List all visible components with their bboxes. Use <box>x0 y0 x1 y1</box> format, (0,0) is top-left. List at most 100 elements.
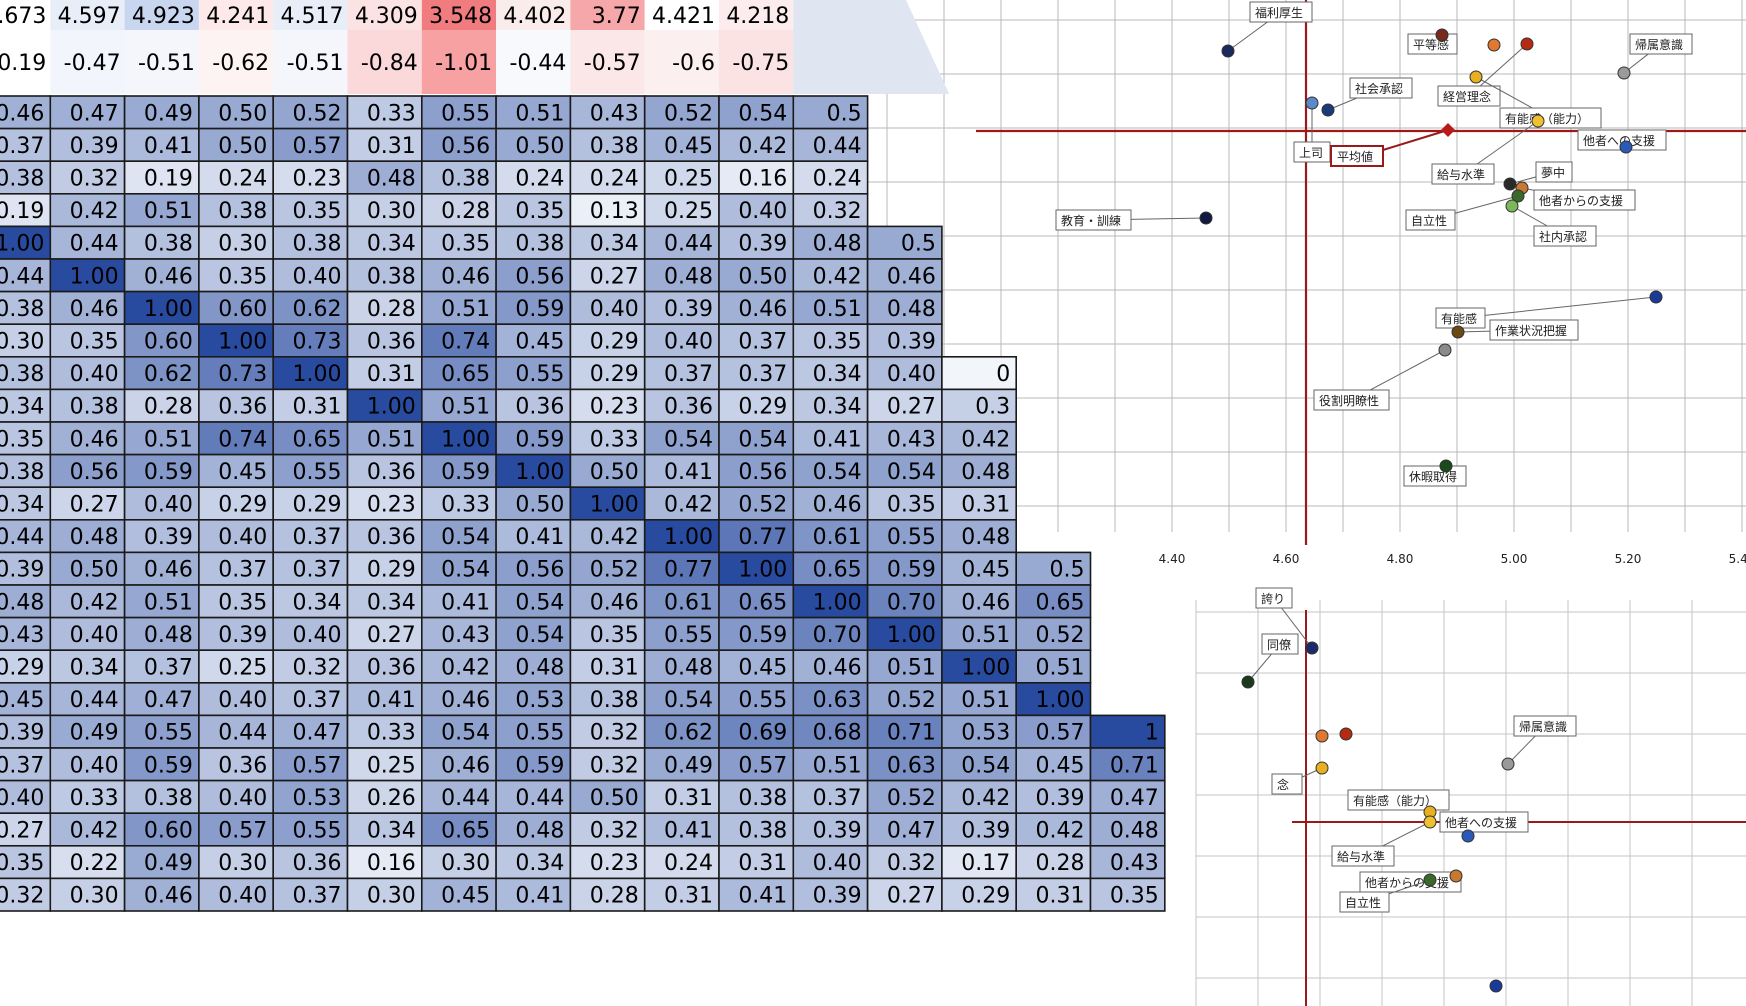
heatmap-cell-value: 0.46 <box>70 427 119 452</box>
heatmap-cell-value: 1.00 <box>738 558 787 583</box>
heatmap-cell <box>718 844 795 880</box>
heatmap-cell-value: 0.54 <box>515 623 564 648</box>
heatmap-cell-value: 0.48 <box>813 232 862 257</box>
heatmap-cell-value: 0.44 <box>0 525 44 550</box>
heatmap-cell-value: 0.49 <box>70 721 119 746</box>
heatmap-cell-value: 0.44 <box>813 134 862 159</box>
heatmap-cell-value: 0.45 <box>0 688 44 713</box>
heatmap-cell <box>123 844 200 880</box>
heatmap-cell-value: 0.54 <box>441 558 490 583</box>
heatmap-cell-value: 0.33 <box>367 721 416 746</box>
heatmap-cell <box>866 714 943 749</box>
heatmap-cell <box>123 323 200 358</box>
heatmap-cell-value: 0.38 <box>441 167 490 192</box>
heatmap-cell-value: 0.40 <box>293 623 342 648</box>
heatmap-cell-value: 0.41 <box>441 590 490 615</box>
heatmap-cell-value: 0.29 <box>590 330 639 355</box>
heatmap-cell-value: 0.49 <box>144 851 193 876</box>
point-label-box <box>1055 209 1132 231</box>
heatmap-cell-value: 0.48 <box>1110 819 1159 844</box>
heatmap-cell-value: 0.29 <box>961 884 1010 909</box>
heatmap-cell-value: 0.48 <box>0 590 44 615</box>
heatmap-cell <box>420 453 497 489</box>
point-label: 帰属意識 <box>1519 719 1567 734</box>
heatmap-cell-value: 0.3 <box>975 395 1010 420</box>
heatmap-cell-value: 0.30 <box>0 330 44 355</box>
point-label: 帰属意識 <box>1635 37 1683 52</box>
heatmap-cell-value: 0.47 <box>293 721 342 746</box>
heatmap-cell <box>792 388 869 423</box>
heatmap-cell-value: 0.54 <box>664 427 713 452</box>
mean-row-cell <box>570 0 645 30</box>
heatmap-cell <box>1015 681 1092 717</box>
point-label-box <box>1499 107 1602 129</box>
heatmap-cell <box>420 225 497 260</box>
heatmap-cell-value: 0.55 <box>293 460 342 485</box>
heatmap-cell-value: 0.40 <box>70 362 119 387</box>
skew-row-cell <box>198 30 274 94</box>
heatmap-cell-value: 0.54 <box>961 753 1010 778</box>
skew-row-cell-label: -0.44 <box>509 51 566 76</box>
heatmap-cell <box>198 551 274 586</box>
heatmap-cell-value: 0.59 <box>144 460 193 485</box>
heatmap-cell-value: 0.47 <box>1110 786 1159 811</box>
heatmap-cell-value: 0.46 <box>144 264 193 289</box>
heatmap-cell-value: 0.38 <box>0 460 44 485</box>
heatmap-cell <box>1089 779 1166 814</box>
point-label: 社会承認 <box>1355 81 1403 96</box>
heatmap-cell-value: 0.35 <box>441 232 490 257</box>
heatmap-cell <box>123 95 200 130</box>
heatmap-cell-value: 0.51 <box>441 395 490 420</box>
heatmap-cell-value: 1.00 <box>293 362 342 387</box>
heatmap-cell-value: 0.23 <box>590 851 639 876</box>
heatmap-cell <box>569 486 646 521</box>
heatmap-cell <box>272 518 349 554</box>
heatmap-cell-value: 0.52 <box>887 688 936 713</box>
heatmap-cell-value: 0.16 <box>367 851 416 876</box>
heatmap-cell-value: 0.46 <box>0 101 44 126</box>
heatmap-cell-value: 0.61 <box>813 525 862 550</box>
point-label: 他者への支援 <box>1583 134 1655 148</box>
heatmap-cell <box>495 518 572 554</box>
heatmap-cell <box>272 616 349 651</box>
heatmap-cell <box>866 616 943 651</box>
heatmap-cell-value: 0.38 <box>738 786 787 811</box>
heatmap-cell-value: 1.00 <box>664 525 713 550</box>
heatmap-cell-value: 0.46 <box>144 884 193 909</box>
heatmap-cell-value: 0.37 <box>144 656 193 681</box>
heatmap-cell-value: 0.37 <box>664 362 713 387</box>
heatmap-cell-value: 0.35 <box>218 590 267 615</box>
heatmap-cell-value: 0.40 <box>70 753 119 778</box>
heatmap-cell-value: 0.45 <box>218 460 267 485</box>
heatmap-cell-value: 0.25 <box>664 167 713 192</box>
heatmap-cell-value: 0.51 <box>441 297 490 322</box>
heatmap-cell-value: 0.46 <box>813 656 862 681</box>
heatmap-cell-value: 1 <box>1145 721 1159 746</box>
heatmap-cell-value: 0.37 <box>0 753 44 778</box>
x-tick-label: 5.40 <box>1729 552 1746 566</box>
heatmap-cell-value: 0.23 <box>293 167 342 192</box>
heatmap-cell-value: 0.32 <box>590 753 639 778</box>
heatmap-cell-value: 0.74 <box>218 427 267 452</box>
point-label-box <box>1629 33 1693 55</box>
heatmap-cell <box>198 290 274 326</box>
heatmap-cell-value: 0.51 <box>961 623 1010 648</box>
heatmap-cell <box>643 323 720 358</box>
heatmap-cell-value: 0.50 <box>515 493 564 518</box>
heatmap-cell-value: 0.50 <box>218 134 267 159</box>
heatmap-cell-value: 0.37 <box>293 525 342 550</box>
skew-row-cell-label: -0.47 <box>64 51 121 76</box>
heatmap-cell-value: 0.36 <box>218 395 267 420</box>
heatmap-cell-value: 1.00 <box>218 330 267 355</box>
heatmap-cell <box>569 258 646 293</box>
heatmap-cell-value: 0.38 <box>0 167 44 192</box>
heatmap-cell <box>272 877 349 912</box>
x-tick-label: 4.60 <box>1273 552 1300 566</box>
heatmap-cell-value: 0.41 <box>664 819 713 844</box>
heatmap-cell <box>643 258 720 293</box>
heatmap-cell <box>792 290 869 326</box>
heatmap-cell-value: 0.51 <box>887 656 936 681</box>
skew-row-cell <box>50 30 125 94</box>
